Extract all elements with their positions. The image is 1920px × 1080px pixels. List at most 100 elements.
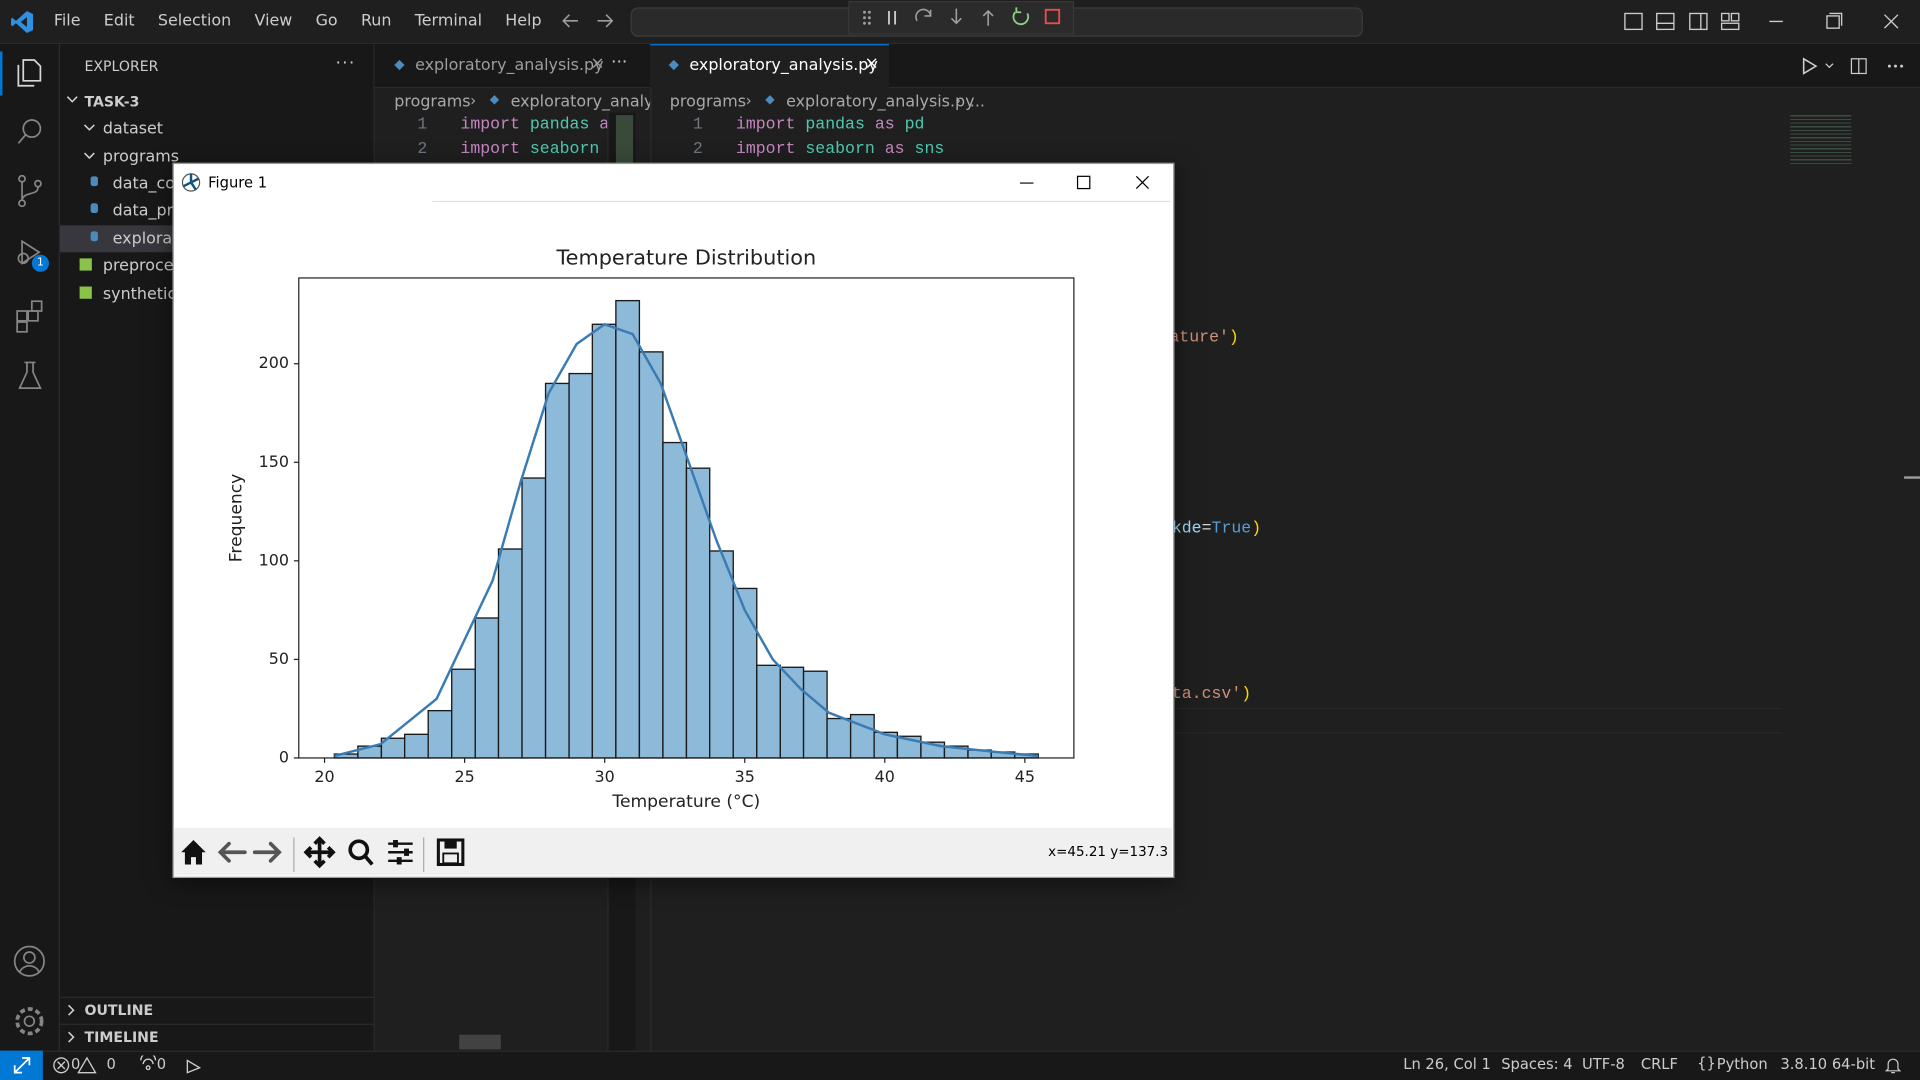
breadcrumb[interactable]: ...: [969, 93, 985, 112]
x-axis-label: Temperature (°C): [611, 792, 760, 812]
y-axis-label: Frequency: [226, 474, 246, 562]
tab-close[interactable]: ×: [864, 53, 879, 74]
figure-icon: [181, 173, 201, 192]
histogram-bar: [826, 717, 852, 759]
chart-title: Temperature Distribution: [555, 245, 816, 269]
editor-tab-active[interactable]: [650, 44, 889, 90]
code-token: import: [460, 116, 520, 135]
histogram-bar: [709, 550, 734, 759]
figure-canvas: Temperature Distribution Temperature (°C)…: [226, 245, 1075, 812]
status-language[interactable]: Python: [1716, 1055, 1768, 1073]
tree-root[interactable]: TASK-3: [84, 93, 140, 111]
breadcrumb-icon: ◆: [489, 93, 500, 107]
section-header[interactable]: OUTLINE: [84, 1001, 154, 1019]
y-tick-label: 50: [269, 649, 289, 668]
axes-frame: [298, 277, 1075, 759]
menu-bar: File Edit Selection View Go Run Terminal…: [54, 12, 565, 30]
kde-line: [334, 322, 1039, 758]
tree-file[interactable]: explorat: [112, 230, 179, 249]
menu-item[interactable]: Help: [505, 12, 542, 31]
tree-file[interactable]: synthetic_: [102, 285, 185, 304]
status-warnings[interactable]: 0: [106, 1055, 116, 1073]
scroll-marker: [1904, 476, 1920, 479]
line-number: 2: [692, 140, 703, 160]
tree-chevrons: [66, 96, 95, 160]
code-token: as: [599, 116, 607, 134]
minimap-slider[interactable]: [615, 115, 634, 165]
status-errors[interactable]: 0: [71, 1055, 81, 1073]
editor-actions[interactable]: [1800, 55, 1910, 77]
tree-file[interactable]: preproces: [102, 257, 182, 276]
tree-folder[interactable]: programs: [102, 148, 180, 167]
figure-divider: [432, 200, 1171, 203]
status-interpreter[interactable]: 3.8.10 64-bit: [1780, 1055, 1875, 1073]
menu-item[interactable]: Terminal: [414, 12, 483, 31]
window-controls[interactable]: [1622, 11, 1916, 33]
figure-toolbar: [173, 827, 1172, 876]
histogram-bar: [403, 733, 429, 759]
editor-tab[interactable]: [374, 44, 652, 87]
cursor-coordinates: x=45.21 y=137.3: [1048, 843, 1169, 860]
activity-icons[interactable]: [15, 56, 47, 411]
code-fragment: ta.csv'): [1172, 686, 1251, 704]
status-indent[interactable]: Spaces: 4: [1501, 1055, 1573, 1073]
status-icons: [53, 1055, 202, 1074]
breadcrumb[interactable]: programs: [394, 93, 471, 112]
breadcrumb-separator: ›: [745, 91, 752, 109]
status-position[interactable]: Ln 26, Col 1: [1403, 1055, 1491, 1073]
code-token: =: [1201, 520, 1212, 539]
code-token: pandas: [805, 116, 865, 135]
breadcrumb-icon: ◆: [765, 93, 775, 107]
status-encoding[interactable]: UTF-8: [1582, 1055, 1625, 1073]
tree-folder[interactable]: dataset: [102, 120, 164, 139]
menu-item[interactable]: Selection: [157, 12, 232, 31]
histogram-bar: [474, 617, 500, 759]
code-token: import: [460, 140, 520, 160]
breadcrumb[interactable]: exploratory_analysis.py: [786, 93, 975, 112]
tab-label[interactable]: exploratory_analysis.py: [415, 56, 604, 75]
code-line: import seaborn as sns: [736, 141, 944, 159]
toolbar-buttons[interactable]: [176, 833, 470, 872]
menu-item[interactable]: Run: [360, 12, 392, 31]
code-line: import seaborn as: [460, 141, 607, 159]
section-header[interactable]: TIMELINE: [84, 1028, 159, 1046]
code-pane-left: 1 import pandas as 2 import seaborn as: [375, 113, 607, 1056]
code-fragment: ature'): [1169, 329, 1238, 347]
code-token: pd: [904, 116, 925, 135]
menu-item[interactable]: File: [53, 12, 81, 31]
histogram-bar: [638, 351, 664, 759]
code-line: import pandas as pd: [736, 116, 925, 134]
menu-item[interactable]: Go: [315, 12, 338, 31]
figure-window-controls[interactable]: [1016, 173, 1153, 193]
activity-bar: [0, 44, 60, 1051]
code-token: as: [884, 140, 905, 160]
code-token: seaborn: [805, 140, 875, 160]
x-tick-label: 30: [595, 767, 615, 786]
menu-item[interactable]: Edit: [103, 12, 135, 31]
breadcrumb[interactable]: programs: [669, 93, 747, 112]
account-settings-icons[interactable]: [12, 944, 46, 1040]
tab-close[interactable]: ×: [590, 53, 605, 74]
tree-file[interactable]: data_col: [112, 175, 180, 194]
tab-more[interactable]: ···: [611, 52, 628, 73]
status-ports[interactable]: 0: [156, 1055, 167, 1073]
nav-arrows[interactable]: [561, 11, 615, 31]
tree-file[interactable]: data_pre: [112, 202, 183, 221]
code-token: True: [1211, 520, 1252, 539]
tab-label[interactable]: exploratory_analysis.py: [689, 56, 878, 75]
menu-item[interactable]: View: [254, 12, 293, 31]
section-divider: [60, 1023, 374, 1025]
code-line: import pandas as: [460, 116, 607, 134]
x-tick-label: 25: [454, 767, 474, 786]
debug-badge: 1: [31, 254, 49, 272]
more-actions[interactable]: ···: [335, 53, 356, 74]
sidebar-title: EXPLORER: [84, 57, 159, 75]
code-token: ): [1241, 685, 1252, 705]
code-token: as: [874, 116, 895, 135]
notifications[interactable]: [1883, 1056, 1903, 1076]
histogram-bar: [521, 477, 547, 759]
histogram-bar: [591, 323, 617, 759]
breadcrumb[interactable]: exploratory_analysi: [510, 93, 651, 112]
status-eol[interactable]: CRLF: [1640, 1055, 1678, 1073]
scrollbar[interactable]: [459, 1034, 501, 1050]
